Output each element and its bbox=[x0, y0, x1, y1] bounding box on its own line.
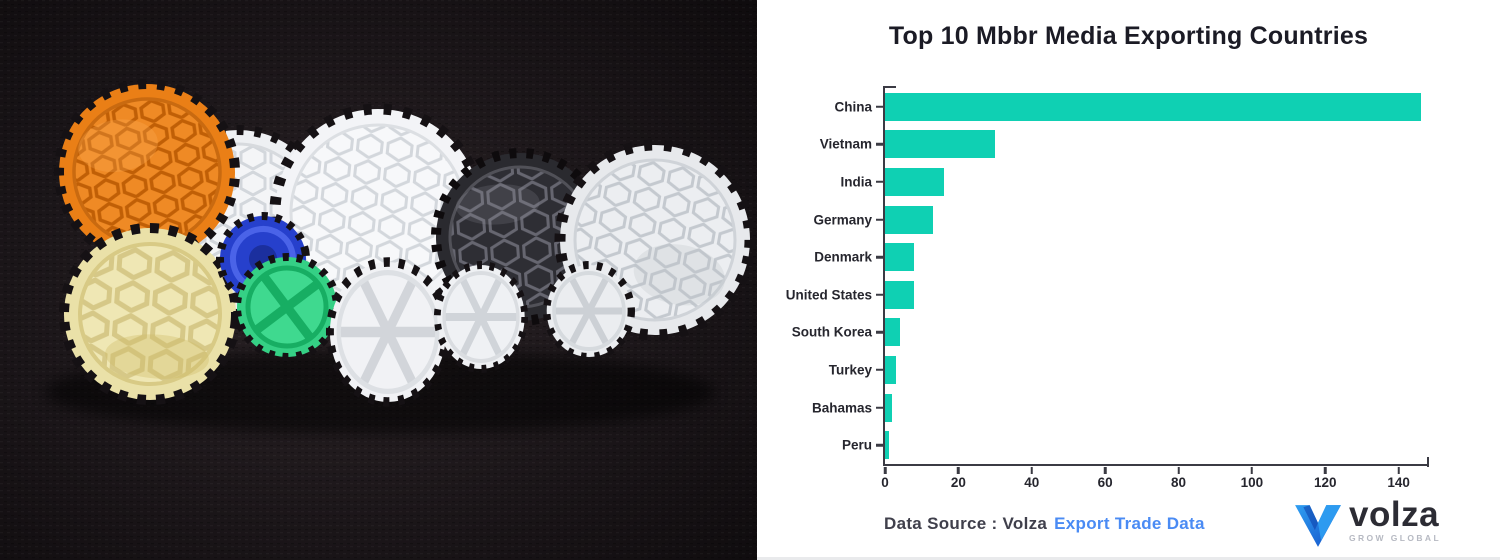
volza-tagline: GROW GLOBAL bbox=[1349, 533, 1442, 543]
y-axis-label-china: China bbox=[834, 99, 872, 115]
y-axis-label-peru: Peru bbox=[841, 437, 872, 453]
bar-row-china: China bbox=[834, 88, 1428, 126]
volza-wordmark: volza bbox=[1349, 495, 1440, 534]
bar-germany bbox=[885, 205, 933, 234]
chart-title: Top 10 Mbbr Media Exporting Countries bbox=[888, 22, 1369, 50]
x-axis-ticklabel-140: 140 bbox=[1387, 475, 1410, 490]
bar-united-states bbox=[885, 280, 915, 309]
bar-row-south-korea: South Korea bbox=[792, 314, 1428, 352]
x-axis-ticklabel-80: 80 bbox=[1170, 475, 1187, 490]
y-axis-label-vietnam: Vietnam bbox=[819, 136, 872, 152]
x-axis-ticklabel-20: 20 bbox=[950, 475, 966, 490]
y-axis-tick-peru bbox=[875, 443, 883, 447]
export-trade-data-link[interactable]: Export Trade Data bbox=[1054, 514, 1205, 533]
bar-row-vietnam: Vietnam bbox=[820, 126, 1428, 164]
x-axis-ticklabel-60: 60 bbox=[1097, 475, 1113, 490]
bar-vietnam bbox=[885, 130, 996, 159]
volza-v-icon bbox=[1295, 505, 1341, 547]
bar-row-turkey: Turkey bbox=[829, 351, 1428, 389]
x-axis-ticklabel-100: 100 bbox=[1240, 475, 1264, 490]
y-axis-tick-turkey bbox=[875, 368, 883, 372]
bar-bahamas bbox=[885, 393, 893, 422]
bar-peru bbox=[885, 431, 889, 460]
bar-row-germany: Germany bbox=[813, 201, 1428, 239]
y-axis-label-turkey: Turkey bbox=[828, 362, 872, 378]
bar-row-united-states: United States bbox=[786, 276, 1428, 314]
bar-row-denmark: Denmark bbox=[814, 238, 1428, 276]
bar-row-peru: Peru bbox=[842, 426, 1428, 464]
y-axis-label-india: India bbox=[840, 174, 872, 190]
y-axis-tick-denmark bbox=[875, 255, 883, 259]
bar-china bbox=[885, 92, 1421, 121]
y-axis-label-united-states: United States bbox=[785, 287, 872, 303]
volza-logo: volza GROW GLOBAL bbox=[1293, 497, 1441, 549]
y-axis-tick-united-states bbox=[875, 293, 883, 297]
x-axis-tick-100 bbox=[1250, 466, 1254, 474]
data-source: Data Source : Volza Export Trade Data bbox=[884, 514, 1205, 534]
plot-area: China Vietnam India Germany Denmark United St… bbox=[786, 85, 1429, 490]
product-photo-panel bbox=[0, 0, 757, 560]
mbbr-media-photo bbox=[0, 0, 757, 560]
data-source-text: Data Source : Volza bbox=[884, 514, 1048, 533]
bar-south-korea bbox=[885, 318, 900, 347]
y-axis-tick-south-korea bbox=[875, 331, 883, 334]
y-axis-tick-bahamas bbox=[875, 406, 883, 409]
x-axis-tick-80 bbox=[1177, 466, 1180, 474]
y-axis-tick-china bbox=[875, 105, 883, 109]
y-axis-tick-germany bbox=[875, 218, 883, 221]
y-axis-label-denmark: Denmark bbox=[814, 249, 872, 265]
bar-turkey bbox=[885, 355, 896, 384]
x-axis-tick-20 bbox=[957, 466, 960, 474]
y-axis-tick-india bbox=[875, 180, 883, 184]
y-axis-label-bahamas: Bahamas bbox=[811, 400, 872, 416]
y-axis-label-south-korea: South Korea bbox=[791, 324, 872, 340]
y-axis-tick-vietnam bbox=[875, 143, 883, 146]
x-axis-ticklabel-120: 120 bbox=[1314, 475, 1337, 490]
x-axis-ticklabel-40: 40 bbox=[1024, 475, 1040, 490]
x-axis-tick-40 bbox=[1030, 466, 1033, 474]
x-axis-tick-60 bbox=[1103, 466, 1107, 474]
bar-india bbox=[885, 167, 944, 196]
x-axis-tick-140 bbox=[1397, 466, 1400, 474]
x-axis-tick-0 bbox=[883, 466, 887, 474]
export-chart-panel: Top 10 Mbbr Media Exporting Countries Ch… bbox=[757, 0, 1500, 560]
bar-row-bahamas: Bahamas bbox=[812, 389, 1428, 427]
bar-row-india: India bbox=[840, 163, 1428, 201]
y-axis-label-germany: Germany bbox=[813, 212, 872, 228]
bar-denmark bbox=[885, 243, 915, 272]
x-axis-tick-120 bbox=[1324, 466, 1327, 474]
x-axis-ticklabel-0: 0 bbox=[881, 475, 889, 490]
